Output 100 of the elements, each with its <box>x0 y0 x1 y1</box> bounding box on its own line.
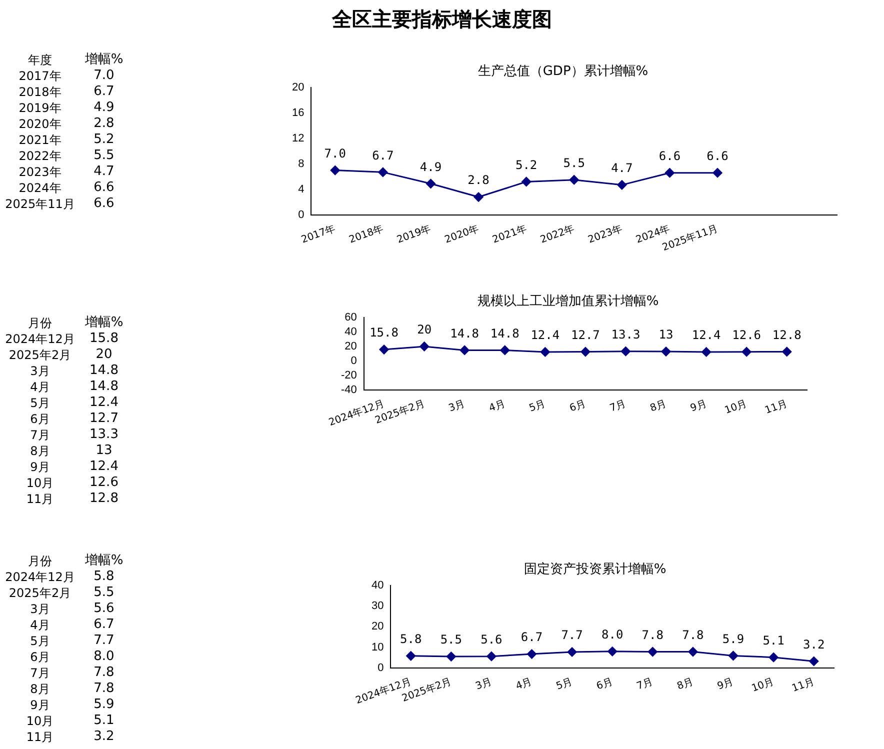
text: 5.8 <box>400 632 422 646</box>
text: 12.4 <box>530 328 560 342</box>
text: 8.0 <box>94 649 114 664</box>
text: 12.4 <box>90 395 118 410</box>
x-tick-label: 2021年 <box>490 222 528 246</box>
text: 6.7 <box>94 84 114 99</box>
text: 15.8 <box>90 331 118 346</box>
y-tick-label: 20 <box>371 620 384 633</box>
text: 14.8 <box>450 326 480 340</box>
chart-title: 规模以上工业增加值累计增幅% <box>477 294 659 310</box>
text: 12.7 <box>570 328 600 342</box>
y-tick-label: 20 <box>344 340 357 353</box>
x-tick-label: 2022年 <box>538 222 576 246</box>
x-tick-label: 10月 <box>750 676 776 694</box>
x-tick-label: 11月 <box>790 676 816 694</box>
text: 7.8 <box>642 628 664 642</box>
x-tick-label: 8月 <box>676 676 695 692</box>
category-label: 2025年11月 <box>5 197 75 211</box>
text: 5.5 <box>563 156 585 170</box>
y-tick-label: 4 <box>298 183 304 196</box>
category-label: 2019年 <box>18 101 62 115</box>
y-tick-label: 12 <box>292 132 304 145</box>
y-tick-label: 16 <box>292 107 304 120</box>
text: 7.7 <box>561 628 583 642</box>
text: 2.8 <box>94 116 114 131</box>
text: 12.6 <box>732 328 762 342</box>
text: 5.5 <box>94 148 114 163</box>
category-label: 4月 <box>30 618 50 632</box>
text: 5.8 <box>94 569 114 584</box>
category-label: 2024年12月 <box>5 570 75 584</box>
y-tick-label: -40 <box>340 384 357 396</box>
text: 增幅% <box>84 52 124 68</box>
x-tick-label: 4月 <box>488 398 507 414</box>
category-label: 4月 <box>30 380 50 394</box>
chart-title: 固定资产投资累计增幅% <box>524 562 666 578</box>
x-tick-label: 5月 <box>554 676 574 692</box>
text: 5.2 <box>515 158 538 172</box>
y-tick-label: -20 <box>340 369 357 382</box>
x-tick-label: 2017年 <box>300 222 338 246</box>
text: 6.7 <box>372 148 394 162</box>
category-label: 6月 <box>30 650 50 664</box>
text: 12.4 <box>90 459 118 474</box>
x-tick-label: 6月 <box>595 676 614 692</box>
category-label: 2018年 <box>18 85 62 99</box>
text: 20 <box>96 347 112 362</box>
text: 12.6 <box>90 475 118 490</box>
text: 6.6 <box>706 148 728 163</box>
text: 6.7 <box>94 617 114 632</box>
category-label: 8月 <box>30 444 50 458</box>
category-label: 2025年2月 <box>8 348 72 362</box>
text: 14.8 <box>90 379 118 394</box>
category-label: 10月 <box>26 476 54 490</box>
category-label: 2024年 <box>18 181 62 195</box>
category-label: 2021年 <box>18 133 62 147</box>
text: 5.5 <box>440 632 462 647</box>
x-tick-label: 10月 <box>723 398 748 416</box>
text: 全区主要指标增长速度图 <box>330 6 553 33</box>
text: 3.2 <box>94 729 114 744</box>
text: 4.9 <box>94 100 114 115</box>
x-tick-label: 5月 <box>528 398 548 414</box>
text: 7.8 <box>94 681 114 696</box>
x-tick-label: 11月 <box>764 398 789 416</box>
y-tick-label: 20 <box>292 82 304 94</box>
text: 4.9 <box>420 160 442 174</box>
y-tick-label: 40 <box>371 580 384 592</box>
category-label: 11月 <box>26 730 54 744</box>
x-tick-label: 7月 <box>608 398 628 414</box>
category-label: 2025年2月 <box>8 586 72 600</box>
category-label: 2024年12月 <box>5 332 75 346</box>
y-tick-label: 0 <box>378 662 384 674</box>
text: 14.8 <box>90 363 118 378</box>
text: 7.0 <box>324 146 346 160</box>
x-tick-label: 2018年 <box>347 222 385 246</box>
text: 5.2 <box>94 132 114 147</box>
x-tick-label: 3月 <box>474 676 494 692</box>
text: 年度 <box>27 52 53 68</box>
y-tick-label: 40 <box>344 326 357 338</box>
text: 20 <box>417 322 432 337</box>
text: 月份 <box>27 553 53 569</box>
text: 12.7 <box>90 411 118 426</box>
text: 增幅% <box>84 315 124 331</box>
category-label: 2023年 <box>18 165 62 179</box>
chart-title: 生产总值（GDP）累计增幅% <box>478 64 648 80</box>
text: 4.7 <box>611 161 633 176</box>
x-tick-label: 7月 <box>635 676 655 692</box>
y-tick-label: 30 <box>371 600 384 612</box>
text: 13.3 <box>611 327 640 342</box>
x-tick-label: 2020年 <box>443 222 480 246</box>
y-tick-label: 10 <box>371 641 384 654</box>
x-tick-label: 9月 <box>716 676 736 692</box>
text: 3.2 <box>803 637 825 652</box>
category-label: 2017年 <box>18 69 62 83</box>
text: 8.0 <box>602 628 624 642</box>
category-label: 9月 <box>30 460 50 474</box>
text: 7.8 <box>94 665 114 680</box>
text: 6.6 <box>94 196 114 211</box>
category-label: 3月 <box>30 602 50 616</box>
x-tick-label: 8月 <box>648 398 668 414</box>
x-tick-label: 3月 <box>447 398 467 414</box>
category-label: 3月 <box>30 364 50 378</box>
